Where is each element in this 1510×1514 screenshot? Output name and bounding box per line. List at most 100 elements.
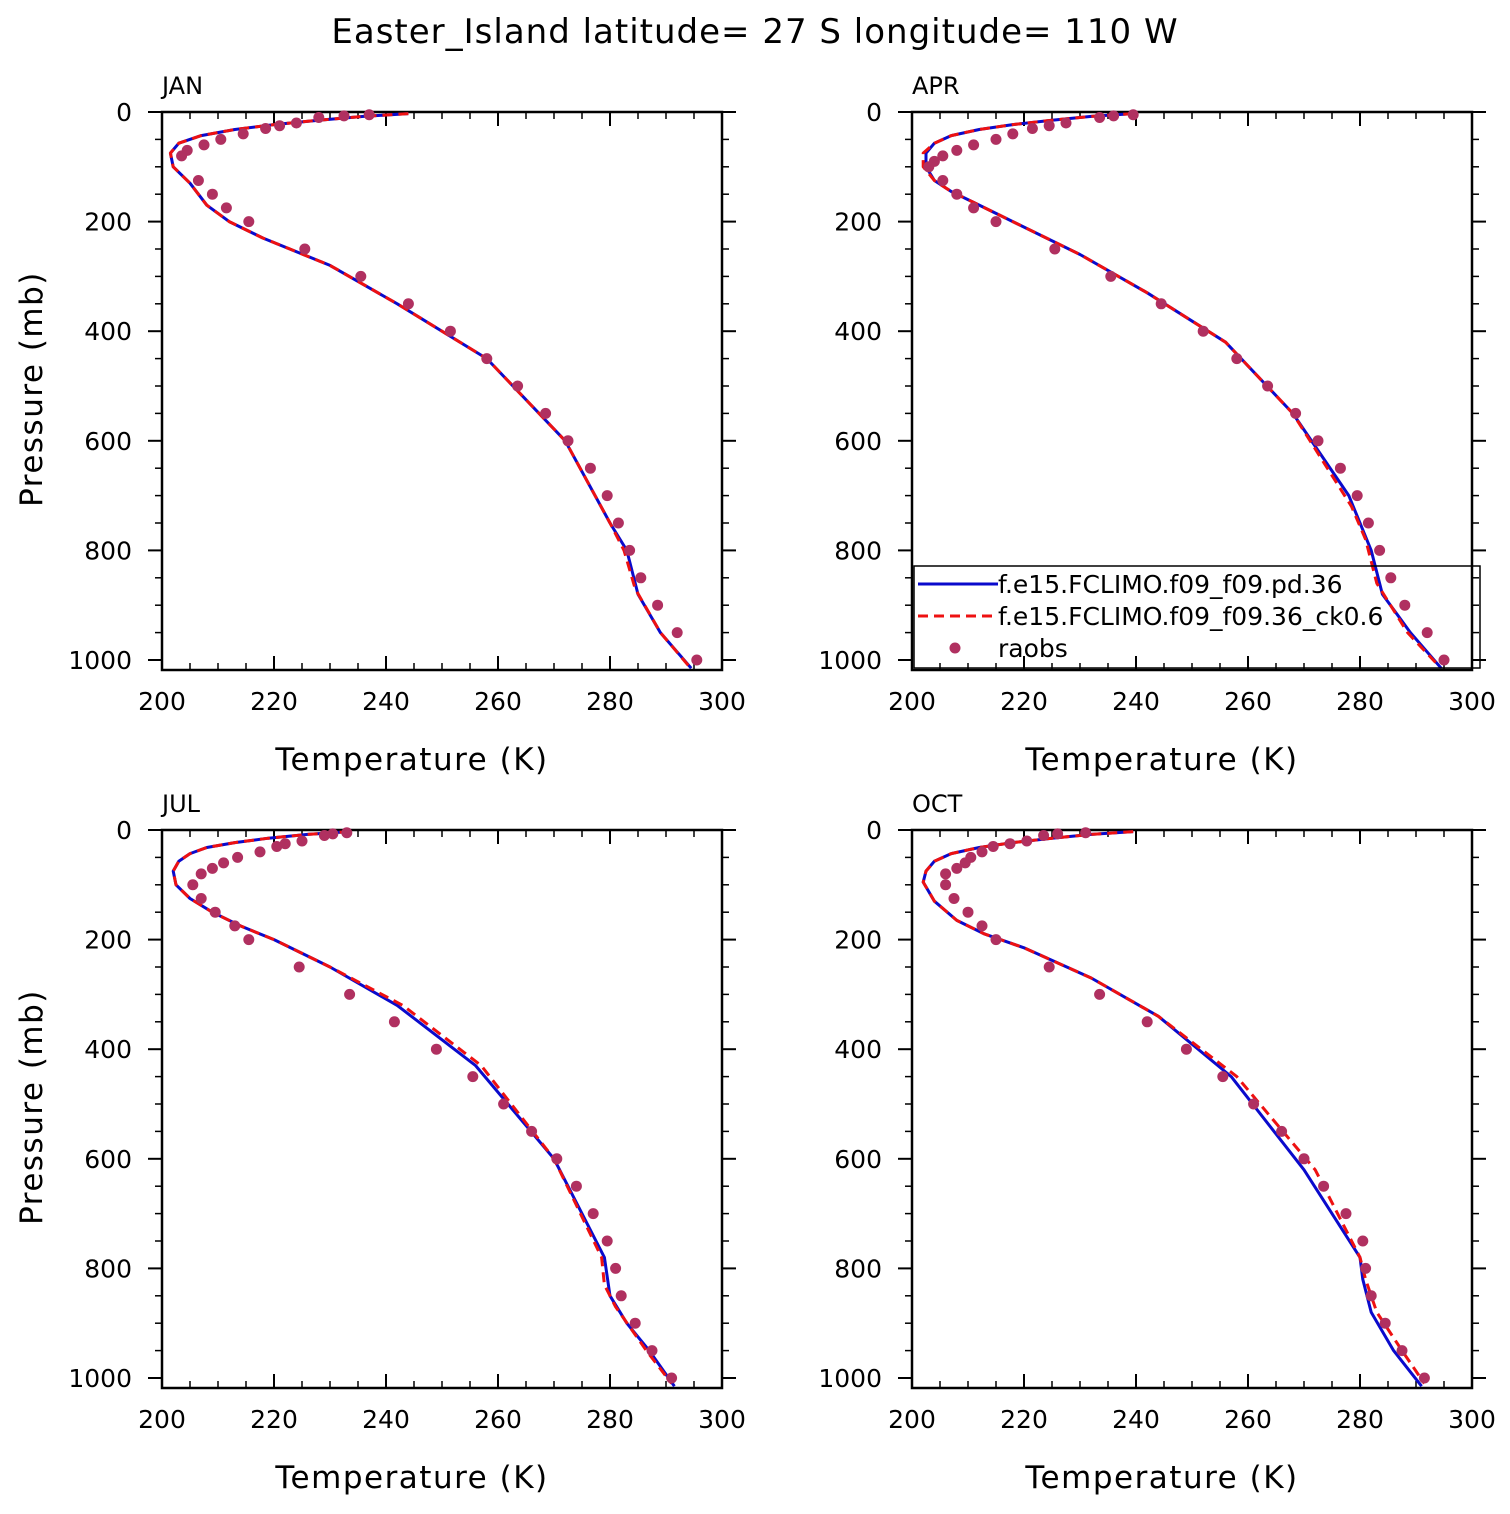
series-line-ck0.6 bbox=[921, 830, 1426, 1385]
raobs-marker bbox=[512, 380, 524, 392]
series-group bbox=[168, 109, 703, 670]
raobs-marker bbox=[562, 435, 574, 447]
raobs-marker bbox=[646, 1345, 658, 1357]
series-line-ck0.6 bbox=[168, 112, 690, 667]
legend: f.e15.FCLIMO.f09_f09.pd.36 f.e15.FCLIMO.f… bbox=[913, 565, 1481, 669]
panel-label: JAN bbox=[160, 72, 203, 100]
x-tick-label: 240 bbox=[362, 1405, 410, 1434]
y-tick-label: 600 bbox=[834, 427, 882, 456]
raobs-marker bbox=[976, 846, 988, 858]
series-line-ck0.6 bbox=[921, 112, 1440, 667]
x-tick-label: 240 bbox=[362, 687, 410, 716]
raobs-marker bbox=[1357, 1235, 1369, 1247]
x-tick-label: 200 bbox=[888, 1405, 936, 1434]
raobs-marker bbox=[254, 846, 266, 858]
legend-swatch-marker bbox=[949, 642, 961, 654]
y-tick-label: 200 bbox=[834, 926, 882, 955]
raobs-marker bbox=[232, 851, 244, 863]
raobs-marker bbox=[1127, 109, 1139, 121]
raobs-marker bbox=[671, 627, 683, 639]
panel-jul: 200 220 240 260 280 300 0 200 400 600 800 1000 JUL Te… bbox=[14, 790, 746, 1496]
raobs-marker bbox=[1418, 1372, 1430, 1384]
raobs-marker bbox=[1180, 1043, 1192, 1055]
raobs-marker bbox=[243, 216, 255, 228]
y-tick-label: 1000 bbox=[68, 1364, 132, 1393]
raobs-marker bbox=[290, 117, 302, 129]
raobs-marker bbox=[206, 862, 218, 874]
raobs-marker bbox=[968, 139, 980, 151]
raobs-marker bbox=[1060, 117, 1072, 129]
raobs-marker bbox=[1379, 1317, 1391, 1329]
legend-frame bbox=[913, 565, 1481, 669]
raobs-marker bbox=[293, 961, 305, 973]
x-tick-label: 300 bbox=[1448, 1405, 1496, 1434]
raobs-marker bbox=[635, 572, 647, 584]
raobs-marker bbox=[1360, 1262, 1372, 1274]
panel-label: APR bbox=[912, 72, 960, 100]
raobs-marker bbox=[1340, 1208, 1352, 1220]
y-tick-label: 1000 bbox=[68, 646, 132, 675]
raobs-marker bbox=[1105, 270, 1117, 282]
raobs-marker bbox=[1141, 1016, 1153, 1028]
plot-frame bbox=[160, 110, 724, 672]
raobs-marker bbox=[570, 1180, 582, 1192]
raobs-marker bbox=[948, 893, 960, 904]
series-line-pd36 bbox=[171, 830, 676, 1388]
raobs-marker bbox=[318, 829, 330, 841]
raobs-marker bbox=[192, 175, 204, 186]
x-tick-label: 260 bbox=[474, 1405, 522, 1434]
panel-label: JUL bbox=[160, 790, 201, 818]
raobs-marker bbox=[666, 1372, 678, 1384]
panel-oct: 200 220 240 260 280 300 0 200 400 600 800 1000 OCT Te… bbox=[818, 790, 1495, 1496]
y-tick-label: 1000 bbox=[818, 1364, 882, 1393]
y-tick-label: 600 bbox=[834, 1145, 882, 1174]
raobs-marker bbox=[1021, 835, 1033, 847]
raobs-marker bbox=[481, 353, 493, 365]
raobs-marker bbox=[338, 110, 350, 122]
series-group bbox=[921, 109, 1450, 670]
raobs-marker bbox=[540, 407, 552, 419]
raobs-marker bbox=[940, 879, 952, 891]
raobs-marker bbox=[498, 1098, 510, 1110]
x-tick-label: 240 bbox=[1112, 1405, 1160, 1434]
raobs-marker bbox=[243, 934, 255, 946]
raobs-marker bbox=[976, 920, 988, 932]
raobs-marker bbox=[1334, 462, 1346, 474]
x-tick-label: 220 bbox=[250, 687, 298, 716]
y-tick-label: 200 bbox=[84, 208, 132, 237]
x-tick-label: 300 bbox=[698, 687, 746, 716]
raobs-marker bbox=[176, 150, 188, 162]
raobs-marker bbox=[402, 298, 414, 310]
y-tick-label: 800 bbox=[84, 536, 132, 565]
x-tick-label: 200 bbox=[888, 687, 936, 716]
panel-apr: 200 220 240 260 280 300 0 200 400 600 800 1000 APR Te… bbox=[818, 72, 1495, 778]
y-tick-label: 400 bbox=[84, 317, 132, 346]
raobs-marker bbox=[195, 893, 207, 904]
raobs-marker bbox=[313, 111, 325, 123]
raobs-marker bbox=[271, 840, 283, 852]
raobs-marker bbox=[1365, 1290, 1377, 1302]
x-tick-label: 200 bbox=[138, 687, 186, 716]
y-tick-label: 200 bbox=[834, 208, 882, 237]
raobs-marker bbox=[1007, 128, 1019, 140]
x-tick-label: 300 bbox=[698, 1405, 746, 1434]
raobs-marker bbox=[341, 827, 353, 839]
legend-label: f.e15.FCLIMO.f09_f09.pd.36 bbox=[998, 570, 1343, 599]
series-line-pd36 bbox=[921, 830, 1423, 1388]
series-group bbox=[921, 827, 1430, 1388]
x-axis-label: Temperature (K) bbox=[274, 742, 548, 778]
raobs-marker bbox=[229, 920, 241, 932]
x-tick-label: 280 bbox=[586, 687, 634, 716]
y-tick-label: 600 bbox=[84, 427, 132, 456]
raobs-marker bbox=[990, 216, 1002, 228]
raobs-marker bbox=[260, 122, 272, 134]
raobs-marker bbox=[1231, 353, 1243, 365]
raobs-marker bbox=[923, 161, 935, 173]
raobs-marker bbox=[296, 835, 308, 847]
raobs-marker bbox=[990, 934, 1002, 946]
x-axis-label: Temperature (K) bbox=[1024, 1460, 1298, 1496]
raobs-marker bbox=[584, 462, 596, 474]
raobs-marker bbox=[615, 1290, 627, 1302]
raobs-marker bbox=[1026, 122, 1038, 134]
raobs-marker bbox=[1276, 1125, 1288, 1137]
